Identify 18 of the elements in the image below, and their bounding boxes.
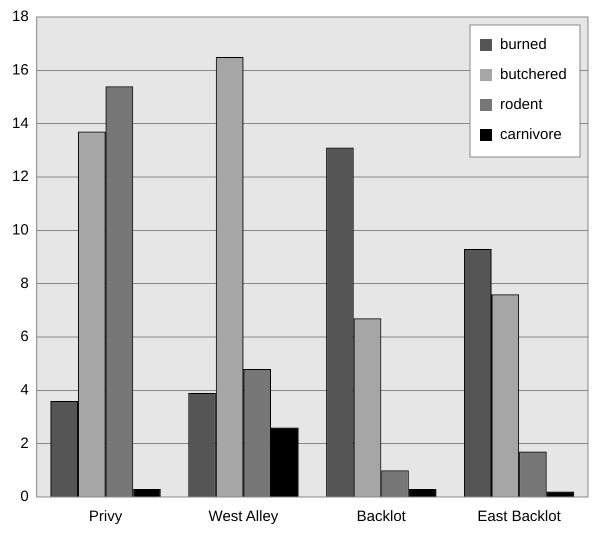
x-tick-label: West Alley xyxy=(208,508,279,526)
y-tick-label: 2 xyxy=(20,434,29,452)
y-tick-label: 8 xyxy=(20,274,29,292)
legend-label: butchered xyxy=(500,66,567,84)
y-tick-label: 12 xyxy=(12,168,29,186)
y-tick-label: 14 xyxy=(12,114,29,132)
y-tick-label: 16 xyxy=(12,61,29,78)
y-tick-label: 10 xyxy=(12,221,29,238)
legend-label: rodent xyxy=(500,96,544,114)
y-tick-label: 6 xyxy=(20,328,29,346)
legend-label: carnivore xyxy=(500,126,562,144)
legend-label: burned xyxy=(500,36,547,54)
x-tick-label: Backlot xyxy=(356,508,407,526)
y-tick-label: 18 xyxy=(12,8,29,26)
y-tick-label: 4 xyxy=(20,381,29,398)
x-tick-label: Privy xyxy=(88,508,123,526)
x-tick-label: East Backlot xyxy=(477,508,562,526)
y-tick-label: 0 xyxy=(20,488,29,506)
